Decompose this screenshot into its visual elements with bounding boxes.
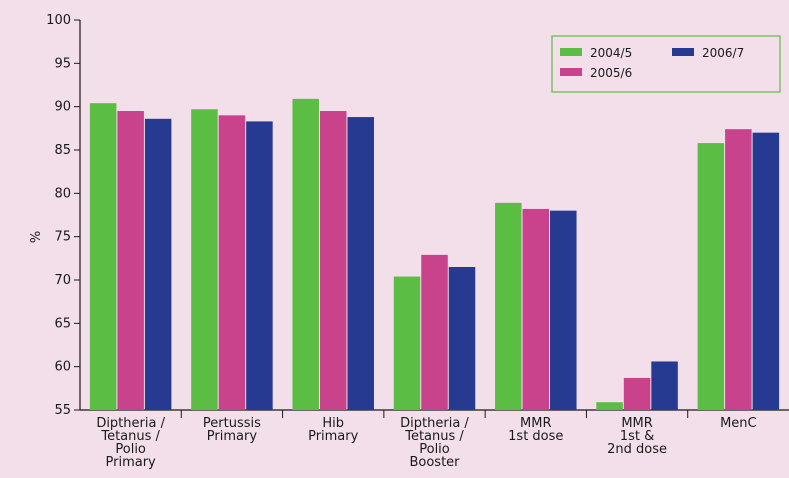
bar bbox=[347, 117, 374, 411]
bar bbox=[522, 208, 550, 410]
x-tick-label-line: Diptheria / bbox=[96, 416, 165, 431]
y-tick-label: 65 bbox=[54, 316, 71, 331]
bar bbox=[623, 377, 651, 410]
legend: 2004/5 2006/7 2005/6 bbox=[551, 35, 781, 93]
x-tick-label-line: Pertussis bbox=[203, 416, 261, 431]
legend-swatch bbox=[560, 48, 582, 56]
x-tick-label: Pertussis Primary bbox=[203, 416, 261, 444]
legend-swatch bbox=[672, 48, 694, 56]
y-tick-label: 95 bbox=[54, 56, 71, 71]
x-tick-label: MMR 1st & 2nd dose bbox=[607, 416, 667, 457]
legend-swatch bbox=[560, 68, 582, 76]
legend-box bbox=[551, 35, 781, 93]
bar bbox=[319, 111, 347, 410]
bar bbox=[89, 103, 117, 410]
x-tick-label: Hib Primary bbox=[308, 416, 359, 444]
x-tick-label-line: Tetanus / bbox=[404, 429, 464, 444]
bar bbox=[292, 98, 319, 410]
x-tick-label-line: Polio bbox=[419, 442, 450, 457]
bar bbox=[421, 254, 448, 410]
y-tick-label: 80 bbox=[54, 186, 71, 201]
x-tick-label-line: Primary bbox=[106, 455, 157, 470]
x-tick-label-line: Diptheria / bbox=[400, 416, 469, 431]
bar bbox=[550, 210, 577, 410]
x-tick-label: Diptheria / Tetanus / Polio Booster bbox=[400, 416, 469, 470]
x-tick-label: MMR 1st dose bbox=[508, 416, 563, 444]
bar bbox=[448, 267, 476, 410]
bar bbox=[218, 115, 246, 410]
bar bbox=[117, 111, 144, 410]
y-tick-label: 100 bbox=[46, 13, 71, 28]
x-tick-label: MenC bbox=[720, 416, 757, 431]
y-tick-label: 85 bbox=[54, 143, 71, 158]
x-tick-label-line: Primary bbox=[207, 429, 258, 444]
legend-label: 2006/7 bbox=[702, 46, 744, 60]
y-tick-label: 75 bbox=[54, 230, 71, 245]
bar bbox=[191, 109, 218, 411]
x-tick-label-line: 1st & bbox=[620, 429, 654, 444]
bar bbox=[393, 276, 421, 410]
x-tick-label-line: MMR bbox=[520, 416, 551, 431]
x-tick-label: Diptheria / Tetanus / Polio Primary bbox=[96, 416, 165, 470]
y-axis-label: % bbox=[29, 231, 44, 243]
y-tick-label: 90 bbox=[54, 100, 71, 115]
x-tick-label-line: Polio bbox=[115, 442, 146, 457]
y-tick-label: 70 bbox=[54, 273, 71, 288]
x-tick-label-line: MenC bbox=[720, 416, 757, 431]
x-tick-label-line: 1st dose bbox=[508, 429, 563, 444]
x-tick-label-line: Hib bbox=[322, 416, 344, 431]
x-tick-label-line: Tetanus / bbox=[100, 429, 160, 444]
y-tick-label: 55 bbox=[54, 403, 71, 418]
legend-label: 2004/5 bbox=[590, 46, 632, 60]
bar bbox=[596, 402, 623, 410]
x-tick-label-line: Booster bbox=[409, 455, 460, 470]
legend-label: 2005/6 bbox=[590, 66, 632, 80]
bar bbox=[752, 132, 780, 410]
y-tick-label: 60 bbox=[54, 360, 71, 375]
bar bbox=[651, 361, 678, 410]
bar bbox=[144, 118, 172, 411]
bar bbox=[495, 202, 522, 410]
x-tick-label-line: MMR bbox=[621, 416, 652, 431]
bar bbox=[725, 129, 752, 410]
bar bbox=[246, 121, 273, 411]
x-tick-label-line: Primary bbox=[308, 429, 359, 444]
x-tick-label-line: 2nd dose bbox=[607, 442, 667, 457]
bar bbox=[697, 143, 725, 411]
